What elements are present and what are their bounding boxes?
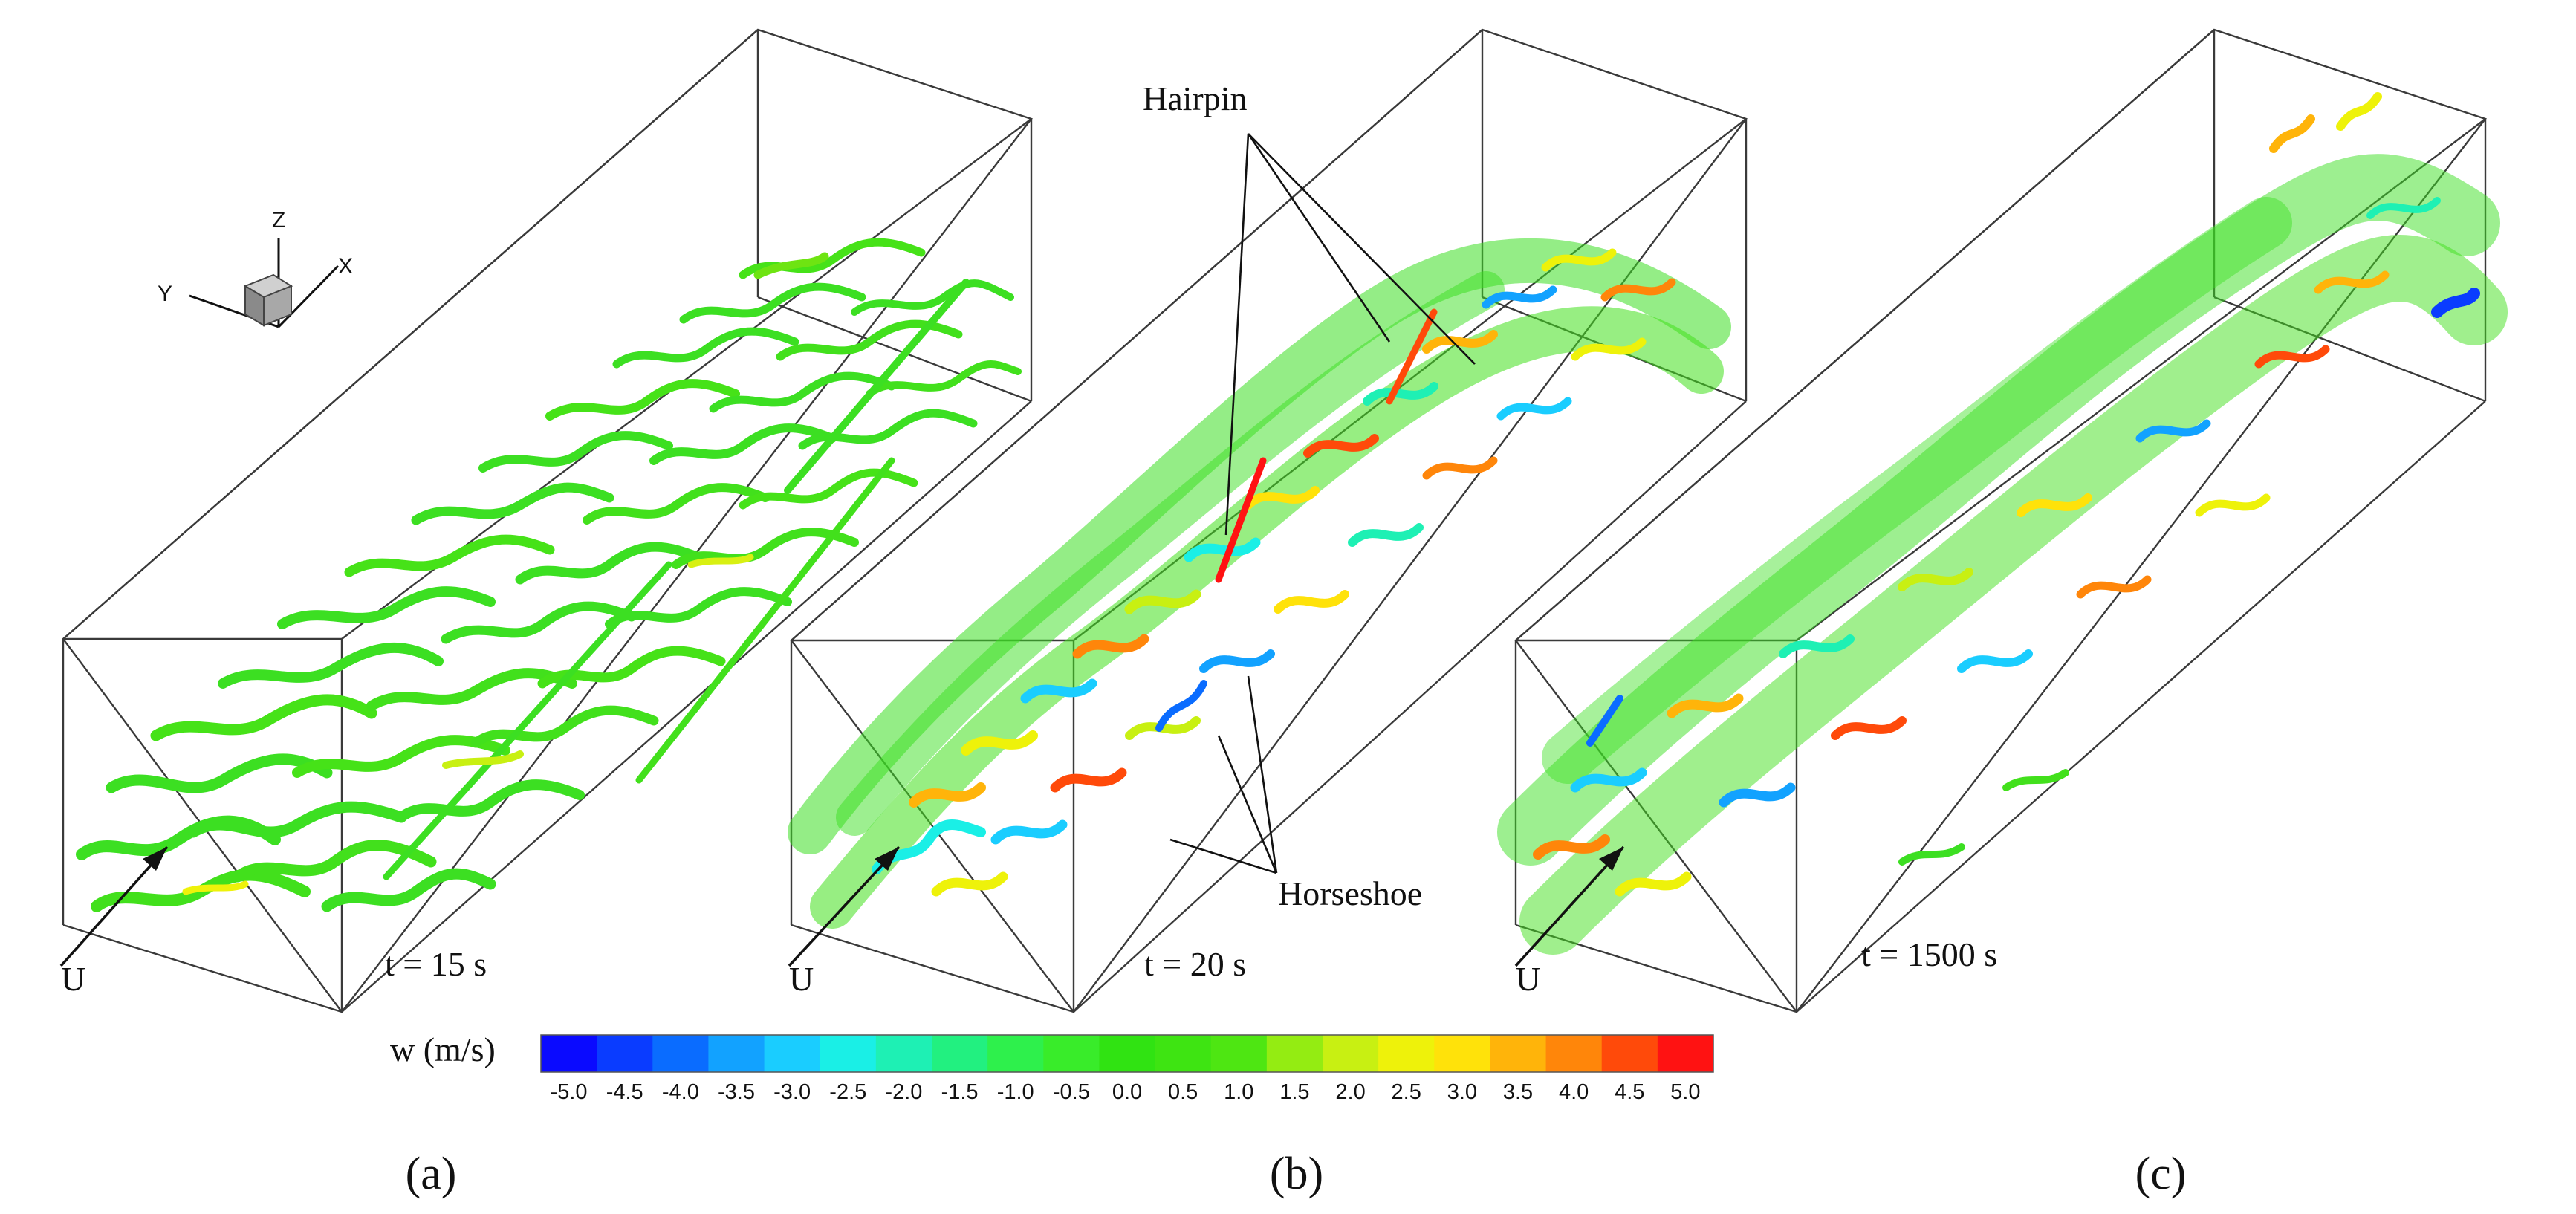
panel-b-inflow-label: U (789, 960, 814, 998)
colorbar-title: w (m/s) (390, 1030, 496, 1068)
colorbar-tick-label: -2.5 (829, 1080, 866, 1104)
colorbar-tick-label: -1.5 (941, 1080, 979, 1104)
colorbar-frame (540, 1034, 1714, 1073)
colorbar-swatch (1323, 1035, 1379, 1072)
panel-b-inflow: U (788, 845, 901, 998)
colorbar-swatch (1490, 1035, 1547, 1072)
colorbar-swatch (1210, 1035, 1268, 1072)
panel-c-vortex-tubes (1497, 92, 2508, 955)
panel-c-label: (c) (2135, 1149, 2187, 1199)
colorbar-swatch (1099, 1035, 1156, 1072)
colorbar-tick-label: 4.0 (1559, 1080, 1589, 1104)
colorbar: w (m/s) -5.0 -4.5 -4.0 -3.5 -3.0 -2.5 -2.0 -1.5… (390, 1030, 1714, 1104)
axis-triad-cube (243, 273, 293, 327)
colorbar-swatch (708, 1035, 765, 1072)
colorbar-swatch (875, 1035, 932, 1072)
colorbar-tick-label: 4.5 (1615, 1080, 1644, 1104)
colorbar-swatch (1657, 1035, 1714, 1072)
colorbar-swatch (1545, 1035, 1603, 1072)
hairpin-label: Hairpin (1143, 79, 1248, 117)
panel-c-inflow-label: U (1516, 960, 1540, 998)
colorbar-tick-label: 5.0 (1670, 1080, 1700, 1104)
colorbar-tick-label: 2.0 (1335, 1080, 1365, 1104)
panel-c-inflow: U (1514, 845, 1625, 998)
panel-b: Hairpin Horseshoe U t = 20 s (788, 28, 1748, 1013)
panel-a-time-label: t = 15 s (385, 945, 487, 983)
colorbar-swatch (541, 1035, 597, 1072)
colorbar-tick-label: 2.5 (1392, 1080, 1421, 1104)
colorbar-tick-label: -0.5 (1053, 1080, 1090, 1104)
colorbar-tick-label: 1.0 (1224, 1080, 1253, 1104)
colorbar-tick-label: -5.0 (551, 1080, 588, 1104)
panel-a-label: (a) (406, 1149, 457, 1199)
colorbar-swatch (1601, 1035, 1658, 1072)
colorbar-tick-label: -4.0 (662, 1080, 699, 1104)
colorbar-swatch (1155, 1035, 1212, 1072)
panel-b-annotations: Hairpin Horseshoe (1143, 79, 1476, 912)
panel-c: U t = 1500 s (1497, 28, 2508, 1013)
panel-a-inflow-label: U (61, 960, 85, 998)
colorbar-tick-label: 3.0 (1447, 1080, 1477, 1104)
colorbar-tick-label: 1.5 (1279, 1080, 1309, 1104)
panel-a: U t = 15 s (59, 28, 1033, 1013)
panel-b-vortex-tubes (788, 238, 1731, 929)
colorbar-tick-label: -4.5 (606, 1080, 643, 1104)
colorbar-tick-label: -3.0 (773, 1080, 811, 1104)
panel-b-time-label: t = 20 s (1144, 945, 1246, 983)
panel-a-vortex-tubes (76, 238, 1022, 912)
panel-a-inflow: U (59, 845, 169, 998)
axis-x-label: X (338, 254, 353, 279)
colorbar-tick-label: -1.0 (997, 1080, 1034, 1104)
panel-b-label: (b) (1270, 1149, 1323, 1199)
colorbar-swatches (540, 1034, 1714, 1073)
colorbar-swatch (932, 1035, 988, 1072)
colorbar-swatch (1043, 1035, 1100, 1072)
colorbar-tick-labels: -5.0 -4.5 -4.0 -3.5 -3.0 -2.5 -2.0 -1.5 -1.0 -0.5… (551, 1080, 1701, 1104)
colorbar-swatch (820, 1035, 877, 1072)
colorbar-swatch (987, 1035, 1044, 1072)
colorbar-swatch (764, 1035, 821, 1072)
colorbar-swatch (1378, 1035, 1435, 1072)
axis-y-label: Y (158, 282, 172, 306)
colorbar-tick-label: -3.5 (718, 1080, 755, 1104)
colorbar-swatch (597, 1035, 653, 1072)
colorbar-swatch (652, 1035, 709, 1072)
colorbar-tick-label: 0.0 (1112, 1080, 1142, 1104)
axis-z-label: Z (272, 208, 285, 233)
axis-triad: Z X Y (158, 208, 353, 328)
colorbar-tick-label: -2.0 (885, 1080, 922, 1104)
panel-c-time-label: t = 1500 s (1861, 935, 1997, 973)
colorbar-tick-label: 0.5 (1168, 1080, 1198, 1104)
colorbar-swatch (1266, 1035, 1323, 1072)
colorbar-swatch (1434, 1035, 1490, 1072)
horseshoe-label: Horseshoe (1278, 874, 1422, 912)
colorbar-tick-label: 3.5 (1503, 1080, 1533, 1104)
